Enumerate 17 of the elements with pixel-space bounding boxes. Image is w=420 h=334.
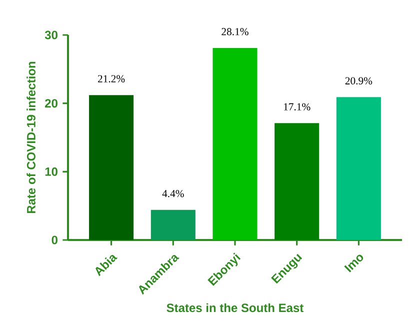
bar [150, 210, 196, 240]
y-tick-label: 0 [52, 236, 58, 244]
x-tick-label: Imo [344, 254, 364, 272]
y-tick-label: 20 [45, 99, 58, 108]
data-label: 20.9% [345, 77, 372, 84]
bar [274, 123, 320, 240]
data-label: 17.1% [284, 103, 310, 110]
bar [89, 95, 134, 240]
y-tick-label: 30 [44, 30, 58, 40]
data-label: 21.2% [98, 75, 125, 82]
y-tick-label: 10 [45, 167, 58, 176]
y-axis-title: Rate of COVID-19 infection [26, 62, 36, 214]
data-label: 28.1% [222, 28, 248, 36]
data-label: 4.4% [162, 190, 184, 198]
bar [336, 97, 381, 240]
bar [212, 48, 258, 240]
x-axis-title: States in the South East [166, 303, 304, 312]
